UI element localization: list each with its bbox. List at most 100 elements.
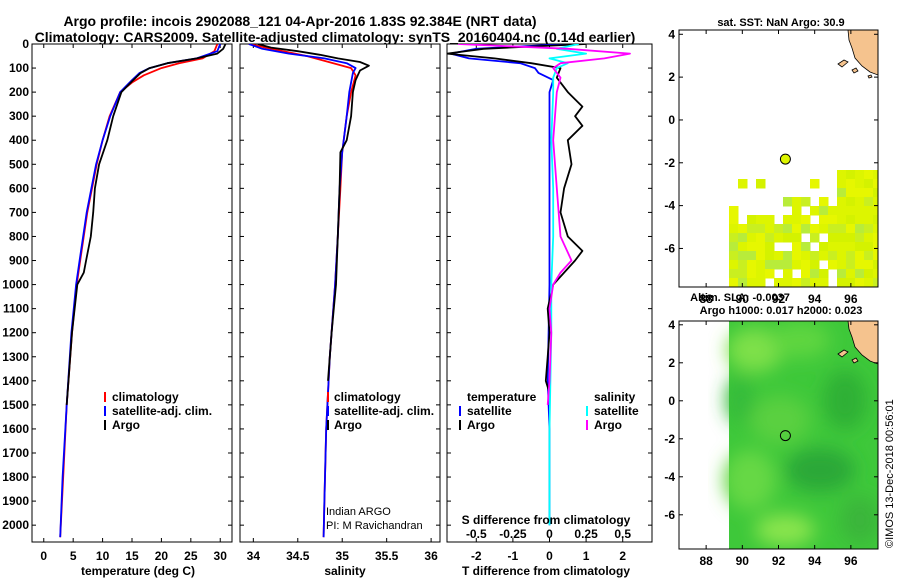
- sst-cell: [756, 269, 766, 279]
- legend-swatch-satellite: [327, 406, 329, 416]
- sst-cell: [864, 224, 874, 234]
- sst-cell: [873, 242, 878, 252]
- sst-cell: [774, 278, 784, 287]
- sst-cell: [828, 251, 838, 261]
- timestamp: ©IMOS 13-Dec-2018 00:56:01: [884, 399, 896, 548]
- sst-cell: [765, 215, 775, 225]
- map-y-tick-label: 2: [668, 70, 675, 84]
- sst-cell: [855, 179, 865, 189]
- legend-label-t-argo: Argo: [467, 418, 495, 432]
- sst-cell: [873, 179, 878, 189]
- map-y-tick-label: -6: [664, 241, 675, 255]
- sst-cell: [756, 278, 766, 287]
- sst-cell: [873, 233, 878, 243]
- sst-cell: [819, 269, 829, 279]
- sst-cell: [846, 269, 856, 279]
- map-x-tick-label: 94: [808, 554, 822, 568]
- temperature-axes: 0100200300400500600700800900100011001200…: [2, 37, 232, 563]
- sla-blob: [785, 448, 855, 492]
- x-tick-label: 0: [546, 549, 553, 563]
- x-tick-label: 25: [184, 549, 198, 563]
- sst-cell: [810, 251, 820, 261]
- sst-cell: [864, 179, 874, 189]
- s-tick-label: 0.5: [614, 527, 631, 541]
- legend-label-climatology: climatology: [112, 390, 179, 404]
- sst-cell: [855, 215, 865, 225]
- series-line-s-argo: [457, 44, 631, 405]
- legend-heading-salinity: salinity: [594, 390, 636, 404]
- land-sumatra: [847, 321, 878, 365]
- sst-cell: [810, 206, 820, 216]
- legend-label-satellite: satellite-adj. clim.: [334, 404, 434, 418]
- sst-cell: [783, 278, 793, 287]
- s-tick-label: -0.25: [499, 527, 527, 541]
- sst-cell: [801, 224, 811, 234]
- sst-cell: [837, 251, 847, 261]
- y-tick-label: 1900: [2, 494, 29, 508]
- sst-cell: [873, 224, 878, 234]
- sst-cell: [828, 233, 838, 243]
- sst-cell: [837, 269, 847, 279]
- sst-cell: [846, 242, 856, 252]
- map-x-tick-label: 90: [736, 554, 750, 568]
- sst-cell: [765, 242, 775, 252]
- sst-cell: [864, 251, 874, 261]
- sst-cell: [801, 269, 811, 279]
- sst-cell: [774, 251, 784, 261]
- y-tick-label: 200: [9, 85, 29, 99]
- sst-cell: [864, 197, 874, 207]
- legend-swatch-t-satellite: [459, 406, 461, 416]
- sst-cell: [747, 260, 757, 270]
- sla-blob: [840, 496, 878, 544]
- sst-cell: [729, 278, 739, 287]
- sst-cell: [783, 224, 793, 234]
- s-tick-label: 0.25: [574, 527, 598, 541]
- map-x-tick-label: 88: [699, 292, 713, 306]
- sst-cell: [765, 251, 775, 261]
- sst-cell: [810, 278, 820, 287]
- y-tick-label: 1300: [2, 350, 29, 364]
- sst-cell: [801, 242, 811, 252]
- sst-cell: [864, 242, 874, 252]
- sst-cell: [792, 206, 802, 216]
- map-x-tick-label: 92: [772, 292, 786, 306]
- map-y-tick-label: -4: [664, 470, 675, 484]
- series-line-t-argo: [447, 44, 587, 394]
- land-sumatra: [847, 30, 878, 76]
- sst-cell: [756, 233, 766, 243]
- sst-cell: [855, 224, 865, 234]
- sst-cell: [846, 251, 856, 261]
- sst-map-plot: [679, 30, 878, 287]
- x-tick-label: 35.5: [375, 549, 399, 563]
- sla-blob: [770, 322, 830, 358]
- sst-cell: [864, 206, 874, 216]
- sst-cell: [864, 188, 874, 198]
- difference-xlabel-top: S difference from climatology: [462, 513, 631, 527]
- sst-cell: [756, 260, 766, 270]
- sst-cell: [738, 269, 748, 279]
- x-tick-label: 36: [424, 549, 438, 563]
- sst-cell: [738, 242, 748, 252]
- legend-swatch-argo: [104, 420, 106, 430]
- sst-cell: [864, 170, 874, 180]
- map-x-tick-label: 96: [844, 554, 858, 568]
- sst-cell: [747, 269, 757, 279]
- y-tick-label: 1100: [3, 302, 29, 316]
- sla-blob: [724, 450, 776, 510]
- sst-cells: [729, 170, 878, 287]
- sst-cell: [783, 269, 793, 279]
- salinity-panel: [239, 43, 441, 543]
- difference-xlabel: T difference from climatology: [462, 564, 630, 578]
- sst-cell: [747, 278, 757, 287]
- legend-label-s-satellite: satellite: [594, 404, 639, 418]
- sst-cell: [738, 179, 748, 189]
- sst-cell: [801, 260, 811, 270]
- sst-cell: [837, 278, 847, 287]
- map-y-tick-label: 0: [668, 113, 675, 127]
- sst-cell: [783, 260, 793, 270]
- sst-cell: [747, 215, 757, 225]
- sst-cell: [855, 197, 865, 207]
- sst-cell: [810, 233, 820, 243]
- sla-blob: [755, 514, 815, 546]
- x-tick-label: 2: [619, 549, 626, 563]
